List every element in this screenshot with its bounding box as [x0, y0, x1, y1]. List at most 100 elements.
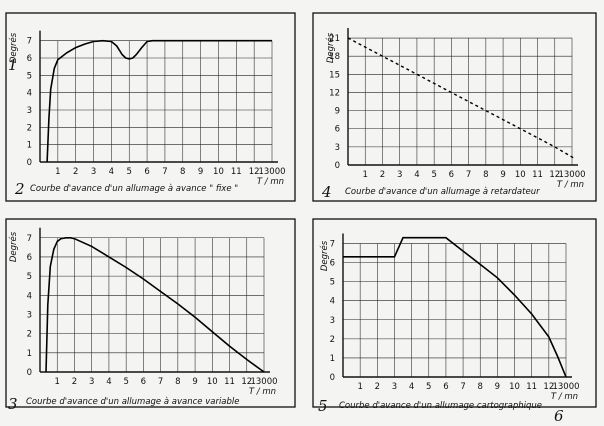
y-tick-label: 7 — [27, 37, 32, 47]
panel-frame-3 — [5, 218, 296, 408]
x-tick-label: 10 — [515, 170, 526, 180]
x-tick-label: 6 — [141, 377, 146, 387]
y-tick-label: 3 — [27, 106, 32, 116]
x-tick-label: 3 — [89, 377, 94, 387]
x-tick-label: 2 — [72, 377, 77, 387]
x-tick-label: 5 — [127, 167, 132, 177]
chart-caption: Courbe d'avance d'un allumage à avance v… — [26, 397, 240, 407]
x-tick-label: 8 — [478, 382, 483, 392]
x-tick-label: 2 — [375, 382, 380, 392]
x-tick-label: 3 — [91, 167, 96, 177]
x-tick-label: 8 — [483, 170, 488, 180]
x-tick-label: 9 — [192, 377, 197, 387]
y-tick-label: 0 — [330, 373, 335, 383]
x-tick-label: 5 — [426, 382, 431, 392]
x-tick-label: 11 — [526, 382, 537, 392]
y-tick-label: 0 — [27, 158, 32, 168]
x-tick-label: 4 — [409, 382, 414, 392]
x-axis-label: T / mn — [557, 180, 584, 190]
y-tick-label: 12 — [329, 88, 340, 98]
x-tick-label: 5 — [123, 377, 128, 387]
y-tick-label: 4 — [27, 291, 32, 301]
panel-number-marker: 2 — [14, 180, 25, 198]
x-tick-label: 12 — [249, 167, 260, 177]
x-tick-label: 7 — [158, 377, 163, 387]
y-tick-label: 4 — [330, 297, 335, 307]
x-tick-label: 1 — [363, 170, 368, 180]
x-tick-label: 12 — [549, 170, 560, 180]
x-tick-label: 6 — [449, 170, 454, 180]
y-tick-label: 5 — [330, 278, 335, 288]
x-tick-label: 2 — [380, 170, 385, 180]
x-tick-label: 10 — [509, 382, 520, 392]
y-tick-label: 3 — [27, 310, 32, 320]
side-number-marker: 1 — [8, 56, 18, 74]
x-tick-label: 10 — [213, 167, 224, 177]
y-tick-label: 15 — [329, 70, 340, 80]
y-axis-label: Degrés — [319, 240, 330, 271]
x-tick-label: 1 — [357, 382, 362, 392]
series-line — [343, 236, 567, 378]
panel-frame-2 — [312, 12, 597, 202]
y-tick-label: 18 — [329, 52, 340, 62]
series-line — [46, 39, 272, 163]
y-tick-label: 7 — [27, 234, 32, 244]
x-tick-label: 2 — [73, 167, 78, 177]
x-tick-label: 13000 — [552, 382, 579, 392]
panel-number-marker: 5 — [318, 397, 328, 415]
y-tick-label: 6 — [27, 54, 32, 64]
y-tick-label: 6 — [27, 253, 32, 263]
x-tick-label: 9 — [495, 382, 500, 392]
y-axis-label: Degrés — [8, 32, 19, 63]
y-tick-label: 2 — [27, 123, 32, 133]
chart-retarder: 1 2 3 4 5 6 7 8 9 10 11 1213000036912151821DegrésT … — [321, 28, 586, 201]
y-tick-label: 7 — [330, 239, 335, 249]
y-tick-label: 6 — [335, 125, 340, 135]
x-tick-label: 7 — [466, 170, 471, 180]
x-tick-label: 4 — [106, 377, 111, 387]
x-tick-label: 13000 — [558, 170, 585, 180]
bottom-number-marker: 6 — [554, 407, 564, 425]
x-tick-label: 4 — [414, 170, 419, 180]
y-tick-label: 21 — [329, 34, 340, 44]
panel-frame-1 — [5, 12, 296, 202]
y-tick-label: 0 — [27, 368, 32, 378]
y-tick-label: 0 — [335, 161, 340, 171]
y-tick-label: 1 — [27, 349, 32, 359]
y-tick-label: 1 — [330, 354, 335, 364]
panel-frame-4 — [312, 218, 597, 408]
x-tick-label: 1 — [55, 167, 60, 177]
x-tick-label: 9 — [198, 167, 203, 177]
x-tick-label: 11 — [231, 167, 242, 177]
x-tick-label: 12 — [543, 382, 554, 392]
x-tick-label: 9 — [500, 170, 505, 180]
y-tick-label: 5 — [27, 71, 32, 81]
y-tick-label: 2 — [27, 330, 32, 340]
x-tick-label: 5 — [431, 170, 436, 180]
x-tick-label: 7 — [162, 167, 167, 177]
y-tick-label: 5 — [27, 272, 32, 282]
x-tick-label: 11 — [532, 170, 543, 180]
series-line — [45, 237, 265, 373]
y-axis-label: Degrés — [325, 32, 336, 63]
x-tick-label: 8 — [175, 377, 180, 387]
x-tick-label: 11 — [224, 377, 235, 387]
x-tick-label: 12 — [241, 377, 252, 387]
x-axis-label: T / mn — [257, 177, 284, 187]
x-axis-label: T / mn — [249, 387, 276, 397]
x-tick-label: 1 — [55, 377, 60, 387]
x-tick-label: 7 — [460, 382, 465, 392]
y-tick-label: 2 — [330, 335, 335, 345]
x-tick-label: 4 — [109, 167, 114, 177]
y-tick-label: 1 — [27, 141, 32, 151]
x-axis-label: T / mn — [551, 392, 578, 402]
chart-caption: Courbe d'avance d'un allumage à avance "… — [30, 184, 238, 194]
x-tick-label: 6 — [144, 167, 149, 177]
chart-caption: Courbe d'avance d'un allumage à retardat… — [345, 187, 540, 197]
y-tick-label: 3 — [330, 316, 335, 326]
y-tick-label: 3 — [335, 143, 340, 153]
